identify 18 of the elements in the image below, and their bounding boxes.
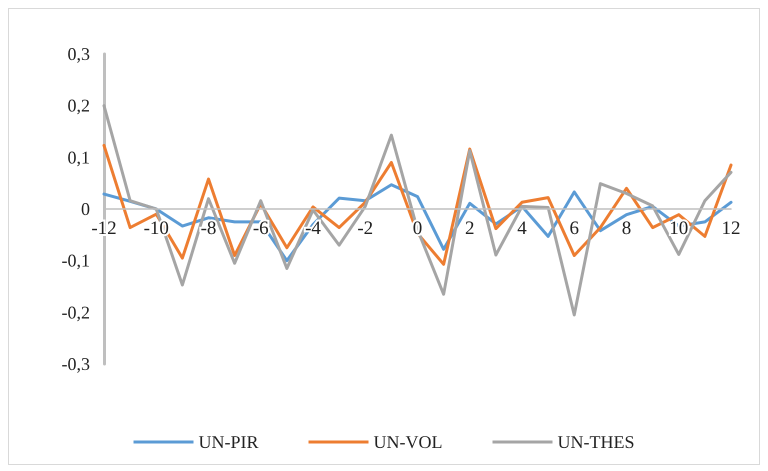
legend-label: UN-PIR	[198, 432, 259, 452]
y-tick-label: -0,1	[62, 250, 90, 271]
y-tick-label: 0,2	[68, 96, 90, 116]
y-tick-label: 0,3	[68, 44, 90, 64]
y-tick-label: -0,2	[62, 302, 90, 322]
x-tick-label: -12	[91, 218, 117, 239]
x-tick-label: 4	[517, 218, 528, 239]
x-tick-label: -2	[357, 218, 374, 239]
legend-label: UN-THES	[558, 432, 634, 452]
x-tick-label: 2	[465, 218, 474, 239]
x-tick-label: 12	[722, 218, 740, 239]
x-tick-label: -8	[200, 218, 216, 239]
y-tick-label: 0	[81, 199, 90, 219]
x-tick-label: 6	[570, 218, 579, 239]
x-tick-label: 8	[622, 218, 632, 239]
y-tick-label: 0,1	[68, 147, 90, 168]
y-tick-label: -0,3	[62, 354, 90, 374]
legend-label: UN-VOL	[374, 432, 443, 452]
